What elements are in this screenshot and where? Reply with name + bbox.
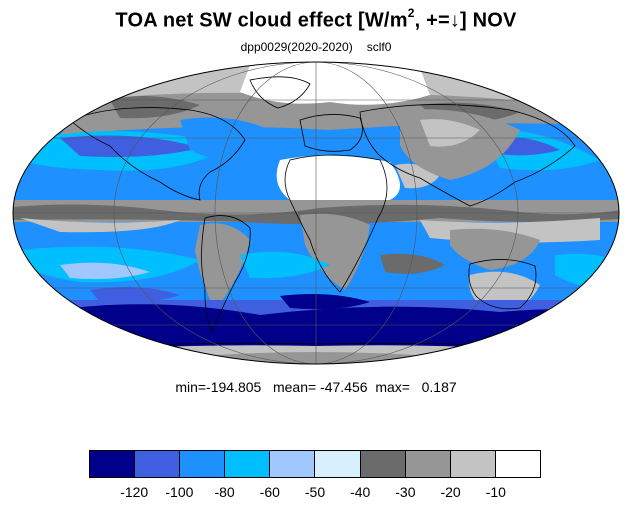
title-main: TOA net SW cloud effect [W/m [115, 9, 408, 32]
colorbar-tick-label: -20 [440, 484, 461, 500]
colorbar-tick-label: -10 [485, 484, 506, 500]
colorbar-cell [360, 451, 406, 477]
plot-title: TOA net SW cloud effect [W/m2, +=↓] NOV [0, 6, 632, 33]
plot-subtitle: dpp0029(2020-2020) sclf0 [0, 40, 632, 54]
globe-border [12, 61, 620, 365]
colorbar-cell [270, 451, 316, 477]
map-field [13, 62, 619, 364]
stats-line: min=-194.805 mean= -47.456 max= 0.187 [175, 379, 457, 395]
colorbar-tick-label: -50 [304, 484, 326, 500]
colorbar-cell [180, 451, 226, 477]
subtitle-variable: sclf0 [366, 40, 392, 54]
colorbar-tick-label: -100 [165, 484, 194, 500]
colorbar-cell [90, 451, 136, 477]
colorbar-tick-label: -80 [214, 484, 235, 500]
colorbar-cell [315, 451, 361, 477]
title-rest: , +=↓] NOV [414, 9, 517, 32]
graticule [13, 62, 619, 364]
colorbar-tick-label: -30 [395, 484, 416, 500]
colorbar-cell [450, 451, 496, 477]
world-map [12, 61, 620, 365]
subtitle-run: dpp0029(2020-2020) [240, 40, 353, 54]
colorbar-tick-label: -40 [350, 484, 371, 500]
colorbar-tick-label: -120 [120, 484, 149, 500]
colorbar-cell [225, 451, 271, 477]
colorbar-cell [135, 451, 181, 477]
colorbar-cell [405, 451, 451, 477]
colorbar [89, 450, 541, 478]
colorbar-tick-label: -60 [259, 484, 280, 500]
colorbar-cell [495, 451, 540, 477]
title-superscript: 2 [407, 6, 415, 20]
